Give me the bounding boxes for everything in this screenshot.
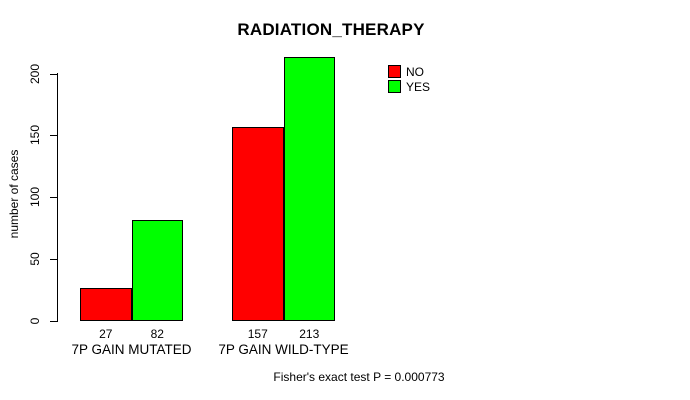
legend-label: NO [406, 64, 424, 79]
bar-value-label: 157 [247, 327, 268, 341]
y-axis-tick-label: 0 [28, 317, 42, 325]
y-axis-title: number of cases [7, 149, 21, 239]
legend: NO YES [388, 64, 430, 94]
bar-yes-2 [283, 57, 335, 321]
bar-value-label: 82 [150, 327, 164, 341]
y-axis-tick-label: 100 [28, 187, 42, 208]
legend-item-yes: YES [388, 79, 430, 94]
y-axis-tick [50, 197, 58, 199]
y-axis-line [57, 73, 58, 321]
y-axis-tick-label: 200 [28, 63, 42, 84]
bar-yes-1 [131, 219, 183, 321]
y-axis-tick [50, 73, 58, 75]
category-label: 7P GAIN MUTATED [71, 342, 192, 357]
y-axis-tick [50, 321, 58, 322]
chart-title: RADIATION_THERAPY [237, 20, 425, 39]
legend-item-no: NO [388, 64, 430, 79]
bar-no-2 [232, 126, 284, 321]
y-axis-tick-label: 150 [28, 125, 42, 146]
bar-value-label: 213 [299, 327, 320, 341]
legend-label: YES [406, 79, 431, 94]
y-axis-tick [50, 135, 58, 137]
bar-value-label: 27 [99, 327, 113, 341]
bar-no-1 [80, 287, 132, 321]
y-axis-tick-label: 50 [28, 252, 42, 266]
y-axis-tick [50, 259, 58, 261]
legend-swatch-no [388, 65, 401, 78]
legend-swatch-yes [388, 80, 401, 93]
footnote-stats-text: Fisher's exact test P = 0.000773 [273, 370, 445, 384]
category-label: 7P GAIN WILD-TYPE [218, 342, 349, 357]
